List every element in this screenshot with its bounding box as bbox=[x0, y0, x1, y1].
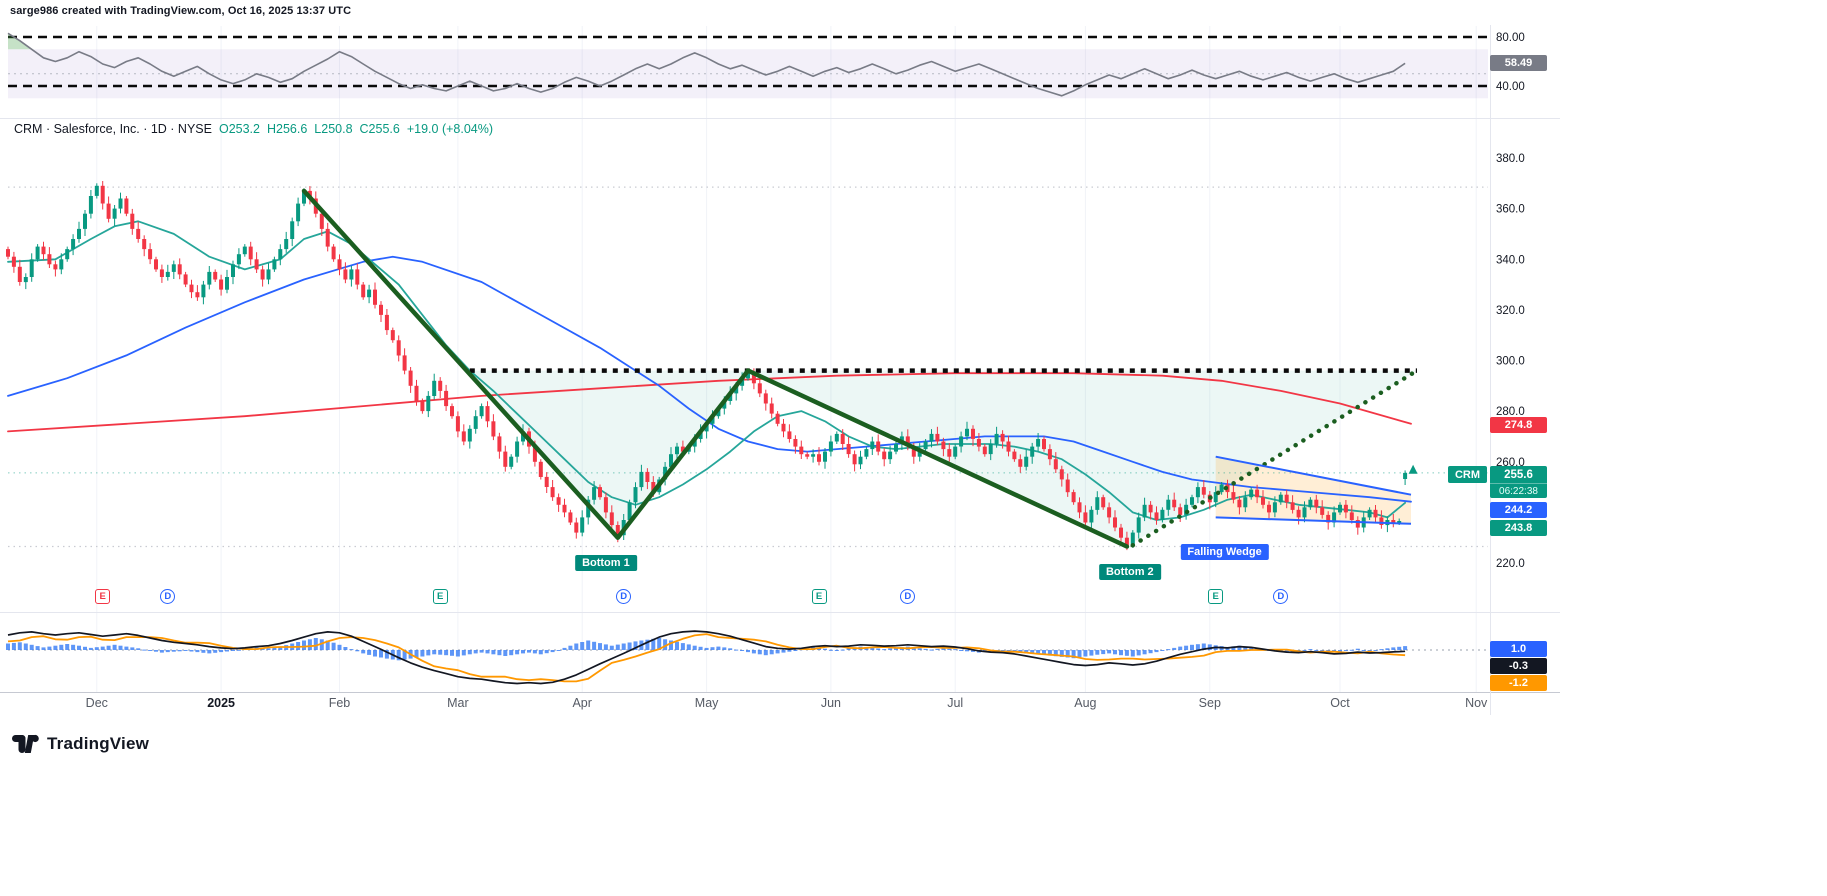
time-axis-label: Feb bbox=[329, 696, 351, 710]
rsi-axis-label: 80.00 bbox=[1496, 32, 1525, 44]
tradingview-logo[interactable]: TradingView bbox=[12, 731, 149, 757]
ohlc-change: +19.0 (+8.04%) bbox=[406, 122, 494, 136]
bar-countdown: 06:22:38 bbox=[1490, 483, 1547, 498]
time-axis-label: Dec bbox=[86, 696, 108, 710]
dividend-marker[interactable]: D bbox=[1273, 589, 1289, 604]
ohlc-high: H256.6 bbox=[266, 122, 308, 136]
time-axis-label: Sep bbox=[1199, 696, 1221, 710]
last-price-value: 255.6 bbox=[1490, 466, 1547, 483]
last-price-badge: 255.6 06:22:38 bbox=[1490, 466, 1547, 498]
price-axis-label: 280.0 bbox=[1496, 406, 1525, 418]
rsi-axis-label: 40.00 bbox=[1496, 81, 1525, 93]
price-axis-label: 320.0 bbox=[1496, 305, 1525, 317]
earnings-marker[interactable]: E bbox=[811, 589, 827, 604]
symbol-price-chip: CRM bbox=[1448, 466, 1487, 483]
tradingview-logo-text: TradingView bbox=[47, 734, 150, 753]
time-axis-label: 2025 bbox=[207, 696, 235, 710]
symbol-title[interactable]: CRM · Salesforce, Inc. · 1D · NYSE bbox=[14, 122, 212, 136]
credit-watermark: sarge986 created with TradingView.com, O… bbox=[10, 5, 352, 17]
time-axis-label: Oct bbox=[1330, 696, 1350, 710]
tradingview-logo-icon bbox=[12, 734, 39, 753]
price-axis-label: 360.0 bbox=[1496, 204, 1525, 216]
rsi-value-badge: 58.49 bbox=[1490, 55, 1547, 71]
time-axis-label: May bbox=[695, 696, 719, 710]
drawing-label-bottom-2[interactable]: Bottom 2 bbox=[1098, 563, 1161, 580]
drawing-label-falling-wedge[interactable]: Falling Wedge bbox=[1180, 543, 1269, 560]
dividend-marker[interactable]: D bbox=[160, 589, 176, 604]
ema-value-badge: 243.8 bbox=[1490, 520, 1547, 536]
price-axis-label: 220.0 bbox=[1496, 558, 1525, 570]
dividend-marker[interactable]: D bbox=[616, 589, 632, 604]
price-axis-label: 340.0 bbox=[1496, 254, 1525, 266]
macd-signal-badge: -1.2 bbox=[1490, 675, 1547, 691]
ohlc-open: O253.2 bbox=[218, 122, 260, 136]
time-axis-label: Apr bbox=[572, 696, 591, 710]
time-axis-label: Nov bbox=[1465, 696, 1488, 710]
ma200-value-badge: 274.8 bbox=[1490, 417, 1547, 433]
macd-hist-badge: 1.0 bbox=[1490, 641, 1547, 657]
up-arrow-icon bbox=[1408, 464, 1418, 474]
price-axis-label: 380.0 bbox=[1496, 153, 1525, 165]
time-axis-label: Jul bbox=[947, 696, 963, 710]
drawing-label-bottom-1[interactable]: Bottom 1 bbox=[575, 555, 637, 571]
ohlc-close: C255.6 bbox=[359, 122, 400, 136]
time-axis-label: Mar bbox=[447, 696, 469, 710]
ohlc-low: L250.8 bbox=[314, 122, 353, 136]
time-axis-label: Jun bbox=[821, 696, 841, 710]
earnings-marker[interactable]: E bbox=[432, 589, 448, 604]
time-axis-label: Aug bbox=[1074, 696, 1096, 710]
price-axis-label: 260.0 bbox=[1496, 457, 1525, 469]
ma50-value-badge: 244.2 bbox=[1490, 502, 1547, 518]
earnings-marker[interactable]: E bbox=[1208, 589, 1224, 604]
dividend-marker[interactable]: D bbox=[900, 589, 916, 604]
price-scale[interactable]: 58.49 274.8 CRM 255.6 06:22:38 244.2 243… bbox=[1448, 0, 1568, 896]
earnings-marker[interactable]: E bbox=[95, 589, 111, 604]
symbol-info-line[interactable]: CRM · Salesforce, Inc. · 1D · NYSE O253.… bbox=[14, 122, 493, 136]
price-axis-label: 300.0 bbox=[1496, 356, 1525, 368]
macd-line-badge: -0.3 bbox=[1490, 658, 1547, 674]
